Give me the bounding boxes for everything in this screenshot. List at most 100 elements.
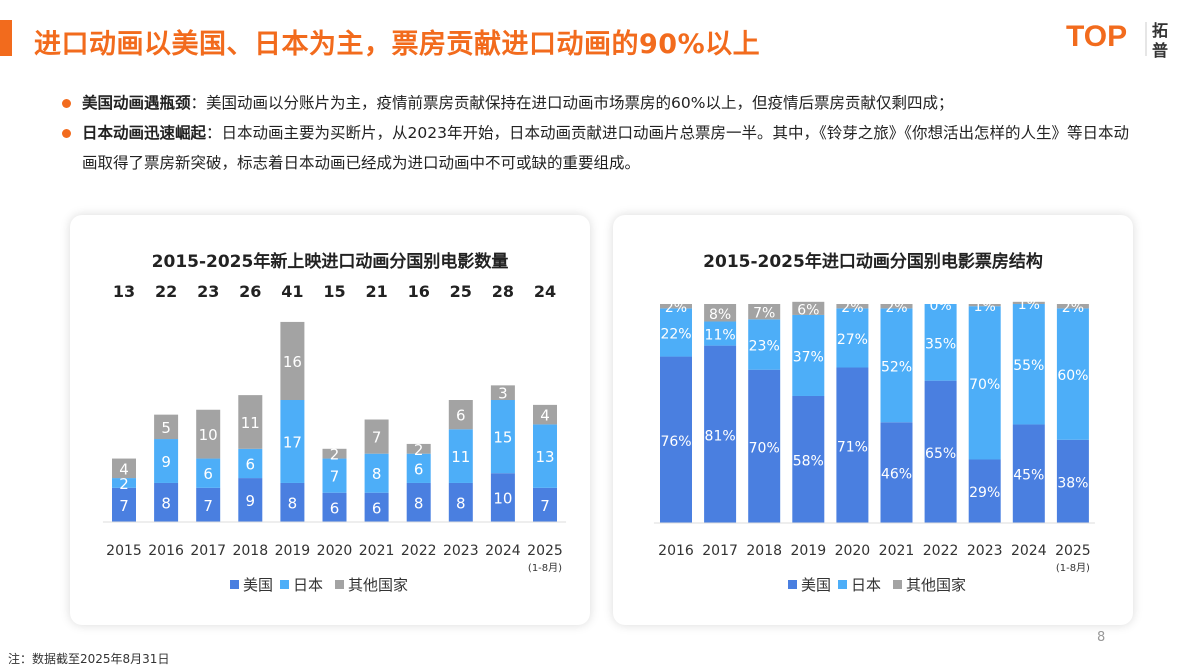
bullet-text: ：美国动画以分账片为主，疫情前票房贡献保持在进口动画市场票房的60%以上，但疫情… (190, 94, 954, 112)
bullet-heading: 美国动画遇瓶颈 (82, 94, 191, 112)
data-label: 0% (929, 298, 951, 314)
bar-日本-2017 (704, 321, 737, 346)
legend-swatch (838, 580, 847, 589)
x-tick-label: 2021 (879, 543, 915, 559)
total-label: 25 (450, 282, 472, 301)
data-label: 23% (749, 339, 780, 355)
data-label: 8 (456, 494, 466, 512)
bar-其他国家-2015 (112, 458, 136, 479)
bar-美国-2017 (704, 345, 737, 523)
bar-日本-2018 (748, 319, 781, 370)
bar-日本-2024 (490, 400, 515, 474)
legend-label: 美国 (801, 576, 831, 594)
bar-其他国家-2025 (533, 404, 557, 425)
data-label: 22% (660, 326, 691, 342)
x-tick-label: 2016 (658, 543, 694, 559)
data-label: 4 (540, 407, 550, 425)
total-label: 26 (239, 282, 261, 301)
bar-美国-2024 (1012, 424, 1045, 523)
bar-其他国家-2021 (880, 304, 913, 309)
data-label: 81% (705, 428, 736, 444)
bar-美国-2024 (490, 473, 515, 522)
data-label: 65% (925, 446, 956, 462)
bar-美国-2015 (112, 487, 136, 522)
bullet-text: ：日本动画主要为买断片，从2023年开始，日本动画贡献进口动画片总票房一半。其中… (82, 124, 1129, 172)
bar-其他国家-2023 (968, 304, 1001, 307)
data-label: 52% (881, 359, 912, 375)
data-label: 15 (493, 429, 512, 447)
data-label: 11 (451, 448, 470, 466)
x-tick-label: 2016 (148, 543, 184, 559)
bar-日本-2023 (968, 306, 1001, 460)
bar-其他国家-2016 (154, 414, 179, 440)
data-label: 6 (372, 499, 382, 517)
x-tick-label: 2021 (359, 543, 395, 559)
data-label: 2% (885, 300, 907, 316)
bar-其他国家-2017 (196, 409, 221, 459)
legend-swatch (230, 580, 239, 589)
x-tick-label: 2025 (527, 543, 563, 559)
data-label: 2 (330, 446, 340, 464)
data-label: 37% (793, 349, 824, 365)
bar-日本-2025 (533, 424, 557, 488)
data-label: 6 (330, 499, 340, 517)
x-tick-label: 2022 (401, 543, 437, 559)
chart-card-count: 2015-2025年新上映进口动画分国别电影数量 7 2 4 2015 13 8 9 5 2016… (70, 215, 590, 625)
bar-其他国家-2016 (660, 304, 692, 309)
data-label: 16 (283, 353, 302, 371)
data-label: 1% (974, 299, 996, 315)
bar-日本-2019 (792, 314, 825, 396)
x-tick-label: 2020 (835, 543, 871, 559)
data-label: 7 (372, 429, 382, 447)
legend-swatch (788, 580, 797, 589)
top-logo: TOP 拓 普 (1066, 16, 1186, 62)
legend-label: 日本 (293, 576, 323, 594)
data-label: 55% (1013, 358, 1044, 374)
count-chart: 2015-2025年新上映进口动画分国别电影数量7242015138952016… (102, 251, 567, 594)
data-label: 6 (246, 455, 256, 473)
page-number: 8 (1097, 630, 1106, 645)
bar-日本-2020 (322, 458, 347, 493)
data-label: 8 (414, 494, 424, 512)
bar-美国-2018 (748, 369, 781, 523)
bar-其他国家-2025 (1056, 304, 1089, 309)
bar-美国-2020 (322, 492, 347, 522)
data-label: 2% (841, 300, 863, 316)
data-label: 4 (119, 460, 129, 478)
legend-swatch (893, 580, 902, 589)
bar-美国-2022 (924, 380, 957, 523)
data-label: 5 (161, 419, 171, 437)
title-accent-bar (0, 20, 12, 56)
data-label: 7 (330, 468, 340, 486)
data-label: 2% (665, 300, 687, 316)
x-tick-label: 2023 (967, 543, 1003, 559)
bar-日本-2022 (924, 304, 957, 381)
x-tick-label: 2018 (232, 543, 268, 559)
data-label: 8 (161, 494, 171, 512)
total-label: 16 (408, 282, 430, 301)
data-label: 6% (797, 302, 819, 318)
data-label: 35% (925, 336, 956, 352)
data-label: 7% (753, 306, 775, 322)
bar-美国-2025 (533, 487, 557, 522)
bar-美国-2021 (364, 492, 389, 522)
x-tick-label: 2015 (106, 543, 142, 559)
x-tick-label: 2022 (923, 543, 959, 559)
logo-text: TOP (1066, 20, 1127, 53)
data-label: 17 (283, 433, 302, 451)
data-label: 7 (540, 497, 550, 515)
total-label: 23 (197, 282, 219, 301)
data-label: 1% (1018, 297, 1040, 313)
x-tick-label: 2019 (790, 543, 826, 559)
bar-美国-2021 (880, 422, 913, 523)
x-tick-label: 2018 (746, 543, 782, 559)
boxoffice-chart: 2015-2025年进口动画分国别电影票房结构 76% 22% 2% 2016 81% 11… (653, 251, 1095, 594)
bar-日本-2016 (660, 308, 692, 357)
bar-其他国家-2024 (1012, 301, 1045, 304)
chart-title: 2015-2025年进口动画分国别电影票房结构 (703, 251, 1043, 272)
data-label: 2% (1062, 300, 1084, 316)
svg-text:普: 普 (1152, 41, 1168, 60)
bar-美国-2023 (448, 482, 473, 522)
bar-其他国家-2022 (406, 443, 431, 454)
bar-美国-2025 (1056, 439, 1089, 523)
